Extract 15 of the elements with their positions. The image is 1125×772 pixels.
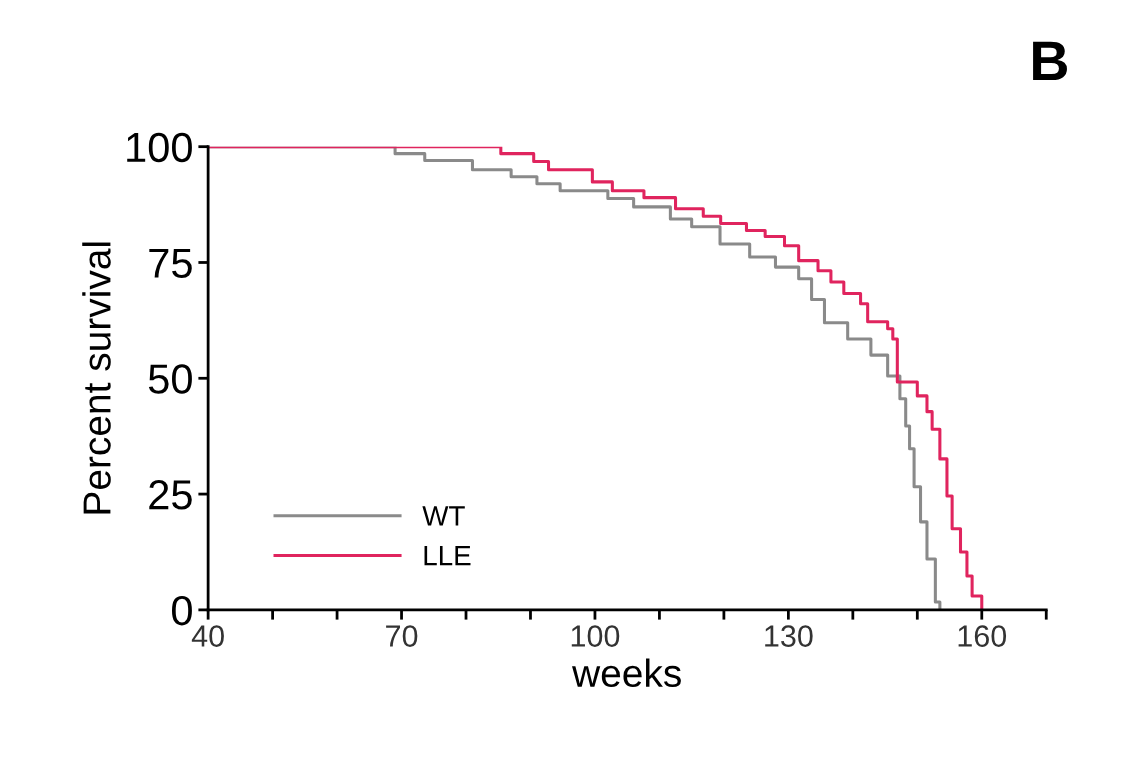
y-tick-label: 100 [127,132,192,163]
x-tick-label: 70 [386,625,418,647]
y-tick-label: 50 [148,364,192,394]
x-axis-title: weeks [572,658,681,688]
y-tick-label: 0 [172,595,192,626]
y-tick-label: 75 [149,248,192,278]
y-axis-title: Percent survival [82,242,111,514]
x-tick-label: 40 [191,625,224,647]
x-tick-label: 130 [765,625,813,647]
x-tick-label: 100 [571,625,620,647]
x-tick-label: 160 [958,625,1007,647]
y-tick-label: 25 [149,480,192,510]
legend-label: WT [422,506,465,526]
text: B [1033,41,1067,80]
legend-label: LLE [424,546,471,566]
